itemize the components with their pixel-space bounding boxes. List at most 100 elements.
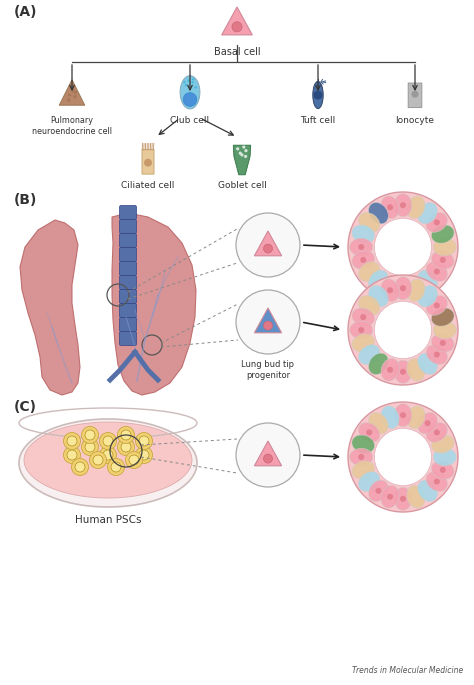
FancyBboxPatch shape [119, 318, 137, 332]
FancyBboxPatch shape [119, 219, 137, 234]
Circle shape [434, 479, 440, 484]
Text: (B): (B) [14, 193, 37, 207]
FancyBboxPatch shape [119, 275, 137, 290]
Circle shape [387, 366, 393, 373]
Ellipse shape [431, 435, 454, 453]
Circle shape [121, 430, 131, 440]
Circle shape [144, 159, 152, 166]
FancyBboxPatch shape [119, 262, 137, 275]
Ellipse shape [433, 238, 456, 256]
Ellipse shape [381, 196, 399, 219]
Circle shape [360, 314, 366, 320]
Ellipse shape [369, 270, 388, 292]
Circle shape [360, 257, 366, 263]
Circle shape [139, 450, 149, 460]
Circle shape [90, 451, 107, 469]
Text: Human PSCs: Human PSCs [75, 515, 141, 525]
FancyBboxPatch shape [142, 150, 154, 174]
Circle shape [440, 467, 446, 473]
Ellipse shape [358, 345, 380, 364]
Text: (C): (C) [14, 400, 37, 414]
Circle shape [375, 488, 382, 494]
Circle shape [73, 90, 77, 94]
Circle shape [240, 153, 244, 157]
Circle shape [400, 286, 406, 292]
Circle shape [374, 301, 432, 359]
Circle shape [67, 450, 77, 460]
Text: Lung bud tip
progenitor: Lung bud tip progenitor [241, 360, 294, 380]
Text: Pulmonary
neuroendocrine cell: Pulmonary neuroendocrine cell [32, 116, 112, 136]
Ellipse shape [418, 480, 438, 501]
FancyBboxPatch shape [119, 290, 137, 303]
Text: Club cell: Club cell [171, 116, 210, 125]
Text: Goblet cell: Goblet cell [218, 181, 266, 190]
Polygon shape [255, 308, 282, 333]
Text: Trends in Molecular Medicine: Trends in Molecular Medicine [352, 666, 463, 675]
Circle shape [400, 285, 406, 291]
Circle shape [434, 429, 440, 436]
Circle shape [358, 244, 364, 250]
Circle shape [440, 257, 446, 263]
Circle shape [232, 22, 242, 32]
Ellipse shape [381, 358, 399, 381]
Circle shape [64, 432, 81, 449]
Circle shape [400, 369, 406, 375]
Text: Basal cell: Basal cell [214, 47, 260, 57]
Circle shape [440, 340, 446, 346]
Circle shape [400, 202, 406, 208]
Circle shape [67, 436, 77, 446]
Circle shape [72, 458, 89, 475]
Circle shape [348, 192, 458, 302]
Circle shape [192, 78, 194, 80]
Circle shape [100, 432, 117, 449]
Ellipse shape [358, 423, 380, 443]
Circle shape [183, 81, 186, 84]
Circle shape [183, 92, 197, 106]
Ellipse shape [358, 472, 380, 491]
Ellipse shape [407, 279, 425, 301]
Circle shape [68, 93, 71, 97]
Ellipse shape [369, 412, 388, 434]
Ellipse shape [407, 196, 425, 219]
Ellipse shape [433, 321, 456, 339]
Ellipse shape [394, 360, 412, 384]
Polygon shape [222, 7, 252, 35]
Ellipse shape [394, 277, 412, 300]
Circle shape [387, 284, 393, 290]
Circle shape [118, 438, 135, 456]
Text: Tuft cell: Tuft cell [301, 116, 336, 125]
Polygon shape [255, 231, 282, 256]
Circle shape [93, 455, 103, 465]
Ellipse shape [369, 286, 388, 307]
Circle shape [387, 494, 393, 500]
FancyBboxPatch shape [119, 206, 137, 219]
Circle shape [85, 442, 95, 452]
Ellipse shape [426, 296, 447, 315]
Circle shape [348, 275, 458, 385]
Ellipse shape [407, 275, 425, 298]
Circle shape [103, 450, 113, 460]
Circle shape [194, 86, 197, 88]
Circle shape [374, 428, 432, 486]
Ellipse shape [352, 225, 374, 243]
Circle shape [244, 155, 247, 158]
Ellipse shape [418, 270, 438, 292]
Ellipse shape [394, 194, 412, 216]
Circle shape [126, 451, 143, 469]
Circle shape [434, 269, 440, 275]
Circle shape [139, 436, 149, 446]
Circle shape [100, 447, 117, 464]
Ellipse shape [369, 353, 388, 375]
Ellipse shape [418, 353, 438, 375]
Circle shape [236, 423, 300, 487]
Circle shape [358, 454, 364, 460]
Circle shape [434, 302, 440, 308]
Circle shape [236, 147, 239, 151]
Circle shape [348, 402, 458, 512]
Ellipse shape [381, 279, 399, 301]
Ellipse shape [381, 486, 399, 508]
Polygon shape [112, 213, 196, 395]
Ellipse shape [381, 406, 399, 429]
Ellipse shape [418, 412, 438, 434]
Ellipse shape [426, 345, 447, 364]
